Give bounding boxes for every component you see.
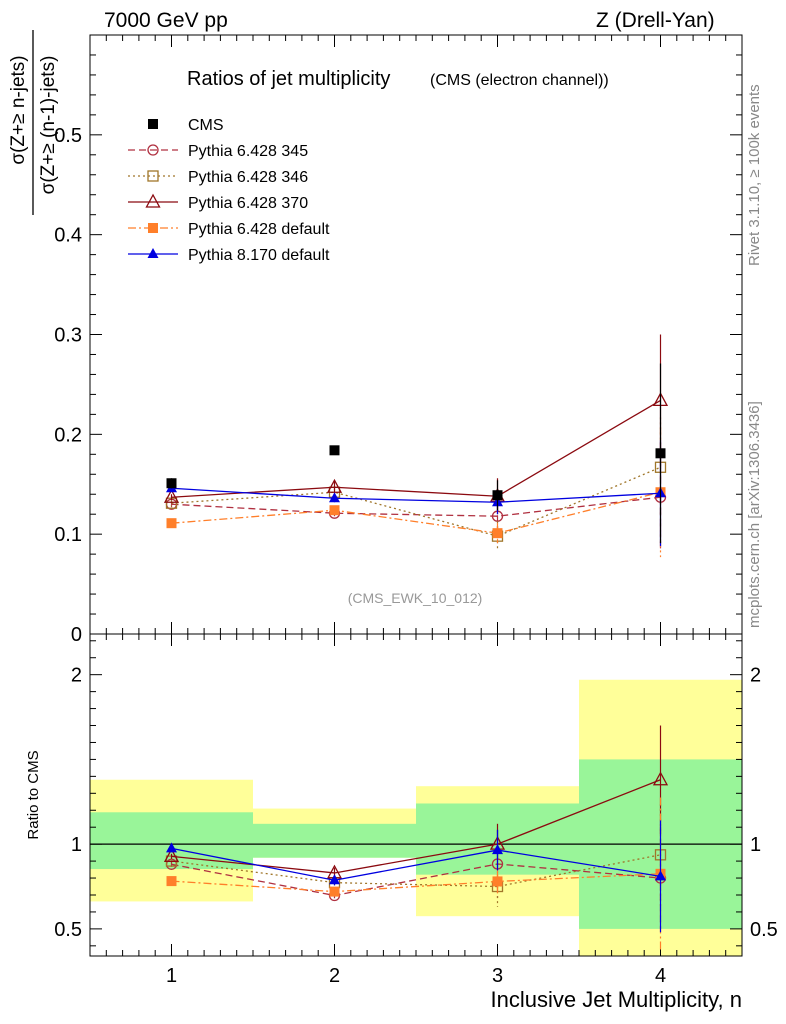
ratio-point (492, 844, 503, 855)
ratio-ytick-label-right: 1 (750, 834, 761, 856)
cms-data-point (166, 478, 177, 489)
ratio-point-shape (492, 876, 503, 887)
ratio-point (166, 876, 177, 887)
ratio-series-line-4 (171, 873, 661, 893)
ratio-point-shape (652, 771, 669, 786)
legend-marker-shape (148, 119, 158, 129)
legend-label: Pythia 6.428 345 (188, 143, 308, 160)
legend-label: CMS (188, 117, 224, 134)
ratio-point (163, 847, 180, 862)
main-point-shape (329, 492, 340, 503)
main-ytick-label: 0.3 (54, 325, 82, 347)
ratio-point (166, 842, 177, 853)
ratio-point-shape (166, 842, 177, 853)
main-ytick-label: 0 (71, 624, 82, 646)
main-point-shape (166, 518, 177, 529)
ratio-point-shape (163, 847, 180, 862)
ratio-ytick-label: 0.5 (54, 919, 82, 941)
ratio-xtick-label: 4 (655, 965, 666, 987)
main-point-shape (492, 528, 503, 539)
ratio-ytick-label-right: 2 (750, 665, 761, 687)
ratio-point-shape (329, 886, 340, 897)
main-point (329, 505, 340, 516)
legend-label: Pythia 6.428 370 (188, 195, 308, 212)
chart-subtitle: (CMS (electron channel)) (430, 72, 609, 89)
legend-marker (147, 170, 159, 182)
ratio-ytick-label: 2 (71, 665, 82, 687)
chart-annotation: (CMS_EWK_10_012) (348, 590, 483, 606)
cms-data-point (492, 490, 503, 501)
legend-marker-shape (147, 248, 159, 258)
cms-data-point-shape (329, 445, 340, 456)
main-ytick-label: 0.1 (54, 524, 82, 546)
main-series-line-4 (171, 491, 661, 534)
legend-item-6: Pythia 8.170 default (128, 247, 330, 264)
main-ylabel: σ(Z+≥ n-jets) σ(Z+≥ (n-1)-jets) (8, 30, 59, 215)
cms-data-point-shape (655, 448, 666, 459)
chart-title: Ratios of jet multiplicity (187, 68, 390, 90)
main-ylabel-numerator: σ(Z+≥ n-jets) (8, 55, 29, 164)
main-ytick-label: 0.2 (54, 424, 82, 446)
ratio-point (329, 874, 340, 885)
main-series-line-2 (171, 466, 661, 537)
legend-item-4: Pythia 6.428 370 (128, 193, 308, 212)
legend-marker (147, 248, 159, 258)
legend-marker-shape (148, 223, 158, 233)
legend-marker-shape (145, 193, 161, 208)
main-series-line-3 (171, 399, 661, 498)
legend-marker-shape (147, 144, 159, 156)
ratio-point-shape (166, 876, 177, 887)
legend-label: Pythia 8.170 default (188, 247, 330, 264)
ratio-point-shape (655, 870, 666, 881)
legend-marker (147, 144, 159, 156)
ratio-ylabel: Ratio to CMS (25, 750, 42, 839)
cms-data-point-shape (166, 478, 177, 489)
main-series-line-5 (171, 487, 661, 503)
green-band-bin-2 (253, 823, 416, 858)
legend-item-1: CMS (148, 117, 224, 134)
legend-item-3: Pythia 6.428 346 (128, 169, 308, 186)
legend-marker (148, 119, 158, 129)
main-series-line-1 (171, 496, 661, 517)
cms-data-point-shape (492, 490, 503, 501)
main-point-shape (163, 488, 180, 503)
ratio-ytick-label: 1 (71, 834, 82, 856)
legend-label: Pythia 6.428 346 (188, 169, 308, 186)
ratio-series-line-2 (171, 854, 661, 888)
header-left: 7000 GeV pp (104, 9, 228, 32)
ratio-xtick-label: 2 (329, 965, 340, 987)
cms-data-point (329, 445, 340, 456)
ratio-ytick-label-right: 0.5 (750, 919, 778, 941)
ratio-xtick-label: 1 (166, 965, 177, 987)
main-point (492, 528, 503, 539)
legend-item-2: Pythia 6.428 345 (128, 143, 308, 160)
legend-marker-shape (147, 170, 159, 182)
main-ytick-label: 0.5 (54, 125, 82, 147)
main-point (329, 492, 340, 503)
ratio-point-shape (329, 874, 340, 885)
header-right: Z (Drell-Yan) (596, 9, 715, 32)
ratio-point (652, 771, 669, 786)
ratio-point (492, 876, 503, 887)
x-axis-label: Inclusive Jet Multiplicity, n (491, 987, 742, 1012)
main-ylabel-denominator: σ(Z+≥ (n-1)-jets) (38, 56, 59, 195)
cms-data-point (655, 448, 666, 459)
legend-marker (145, 193, 161, 208)
ratio-point (655, 870, 666, 881)
main-point (166, 518, 177, 529)
ratio-point-shape (492, 844, 503, 855)
ratio-point (329, 886, 340, 897)
legend-marker (148, 223, 158, 233)
legend-label: Pythia 6.428 default (188, 221, 330, 238)
ratio-xtick-label: 3 (492, 965, 503, 987)
main-ytick-label: 0.4 (54, 225, 82, 247)
main-point-shape (329, 505, 340, 516)
main-point (163, 488, 180, 503)
ratio-series-line-5 (171, 847, 661, 881)
legend-item-5: Pythia 6.428 default (128, 221, 330, 238)
